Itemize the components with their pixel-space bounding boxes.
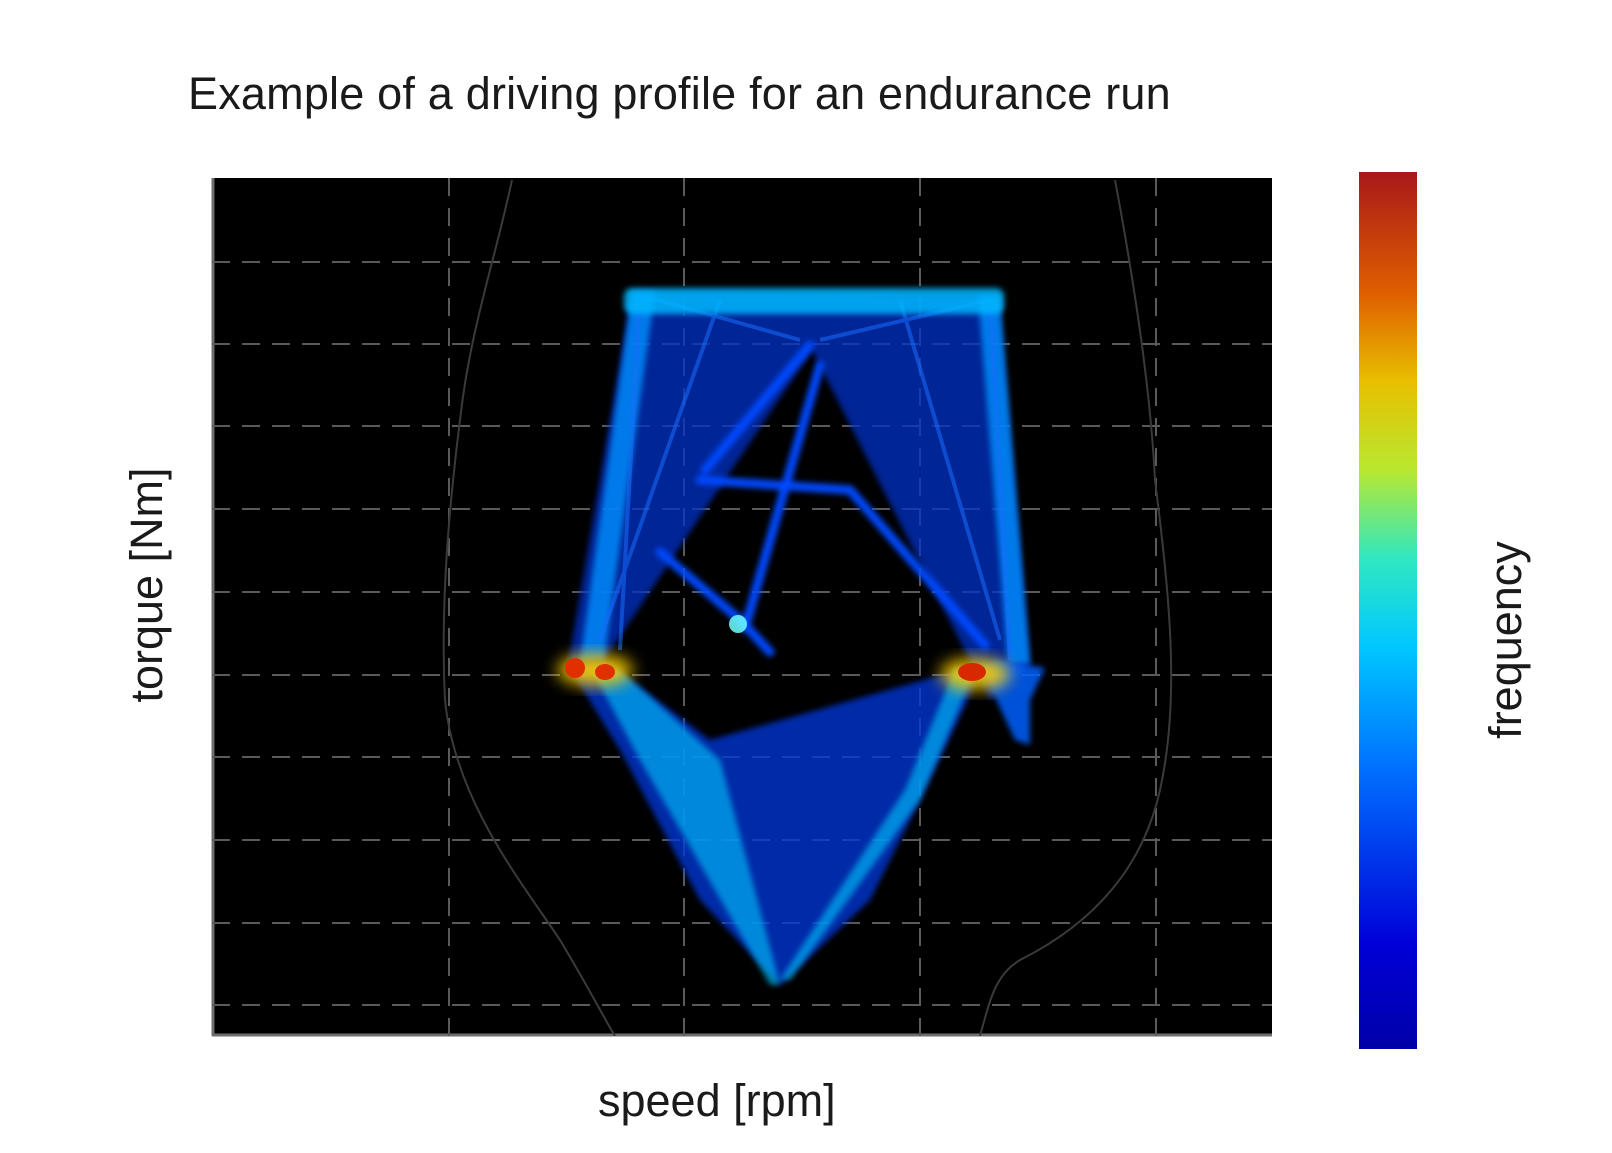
density-upper-right-band: [978, 296, 1030, 664]
colorbar-label: frequency: [1480, 541, 1531, 739]
hotspot-inner: [729, 615, 747, 633]
operating-envelope: [442, 179, 1173, 1036]
hotspot-left-core-a: [565, 658, 585, 678]
density-top-band: [624, 288, 1004, 314]
density-interior-paths: [655, 340, 990, 657]
density-hotspots: [557, 615, 1010, 690]
grid-lines: [212, 178, 1272, 1036]
chart-title: Example of a driving profile for an endu…: [188, 68, 1171, 119]
y-axis-label: torque [Nm]: [121, 467, 172, 703]
colorbar: [1359, 172, 1417, 1049]
hotspot-left-core-b: [595, 664, 615, 680]
density-upper-fan: [568, 292, 1030, 700]
heatmap-density: [557, 288, 1045, 985]
density-lower-left-band: [592, 670, 780, 985]
density-lower-right-band: [780, 668, 975, 980]
x-axis-label: speed [rpm]: [598, 1075, 836, 1126]
hotspot-right-core: [958, 663, 986, 681]
